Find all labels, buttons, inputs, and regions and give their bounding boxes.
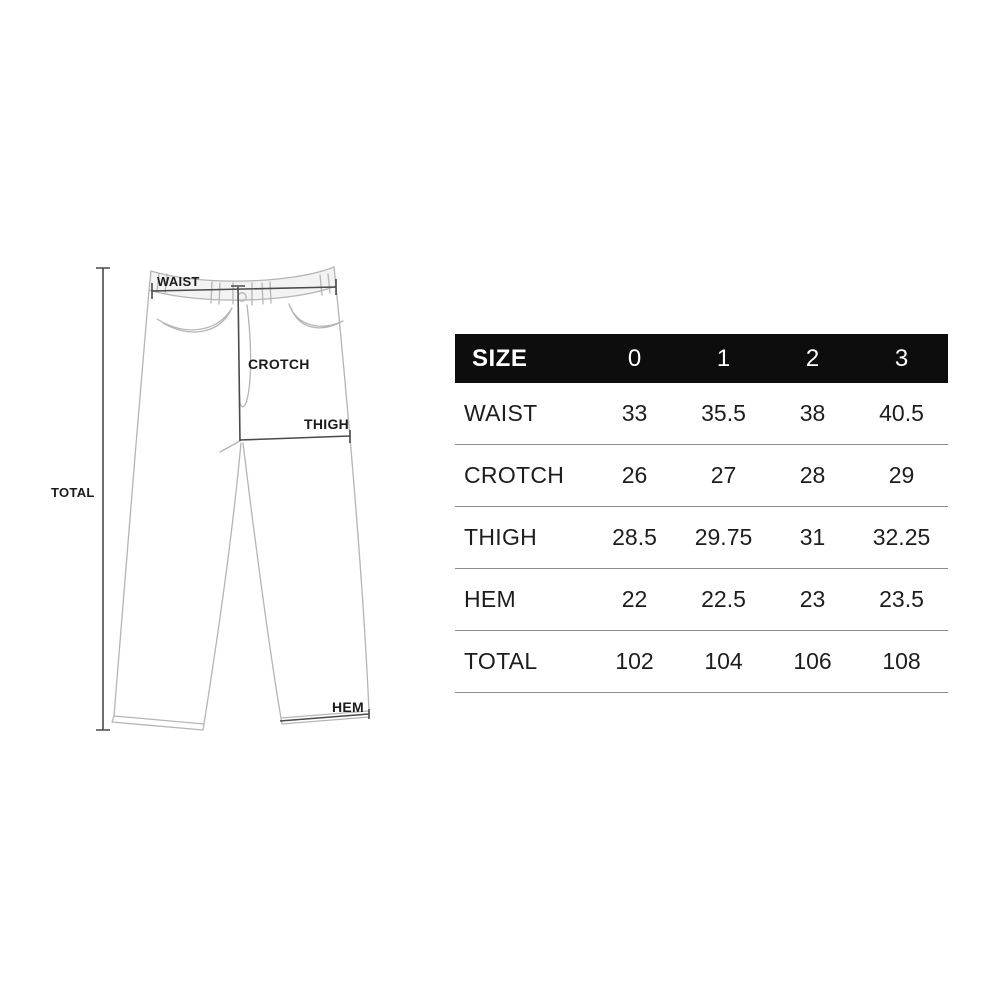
cell-value: 104 (704, 648, 743, 674)
cell-value: 108 (882, 648, 921, 674)
cell-value: 40.5 (879, 400, 924, 426)
cell-value: 35.5 (701, 400, 746, 426)
cell-value: 22.5 (701, 586, 746, 612)
cell-value: 23.5 (879, 586, 924, 612)
size-table-header: SIZE 0 1 2 3 (455, 334, 948, 383)
hem-measure-line (279, 709, 370, 722)
total-measure-line (96, 267, 110, 731)
row-label: WAIST (464, 400, 538, 426)
header-size-2: 2 (805, 344, 820, 372)
left-outer-seam (113, 289, 150, 717)
belt-loops (156, 272, 331, 305)
cell-value: 38 (799, 400, 826, 426)
table-row-thigh: THIGH 28.5 29.75 31 32.25 (455, 507, 948, 569)
waist-label: WAIST (157, 274, 200, 289)
cell-value: 23 (799, 586, 826, 612)
crotch-label: CROTCH (248, 356, 310, 372)
thigh-label: THIGH (304, 416, 349, 432)
total-label: TOTAL (51, 485, 95, 500)
cell-value: 28 (799, 462, 826, 488)
row-label: HEM (464, 586, 517, 612)
header-size-0: 0 (627, 344, 642, 372)
measurement-lines (96, 267, 370, 731)
row-label: TOTAL (464, 648, 538, 674)
hem-label: HEM (332, 699, 364, 715)
right-inseam (242, 442, 282, 719)
cell-value: 31 (799, 524, 826, 550)
pants-diagram: WAIST CROTCH THIGH HEM TOTAL (51, 266, 370, 731)
header-size-3: 3 (894, 344, 909, 372)
waist-measure-line (151, 279, 337, 299)
table-row-crotch: CROTCH 26 27 28 29 (455, 445, 948, 507)
cell-value: 28.5 (612, 524, 657, 550)
row-label: CROTCH (464, 462, 565, 488)
crotch-measure-line (231, 285, 245, 442)
cell-value: 26 (621, 462, 648, 488)
cell-value: 29.75 (694, 524, 753, 550)
row-label: THIGH (464, 524, 538, 550)
table-row-waist: WAIST 33 35.5 38 40.5 (455, 383, 948, 445)
table-row-total: TOTAL 102 104 106 108 (455, 631, 948, 693)
header-size-1: 1 (716, 344, 731, 372)
cell-value: 102 (615, 648, 654, 674)
left-inseam (203, 442, 242, 725)
cell-value: 27 (710, 462, 737, 488)
right-outer-seam (335, 285, 370, 712)
crotch-seam (219, 440, 241, 453)
header-size-label: SIZE (472, 344, 528, 372)
thigh-measure-line (239, 430, 351, 443)
table-row-hem: HEM 22 22.5 23 23.5 (455, 569, 948, 631)
cell-value: 29 (888, 462, 915, 488)
cell-value: 22 (621, 586, 648, 612)
size-table: SIZE 0 1 2 3 WAIST 33 35.5 38 40.5 CROTC… (455, 334, 948, 693)
cell-value: 33 (621, 400, 648, 426)
pants-outline (111, 266, 370, 731)
hems (111, 710, 370, 731)
front-pockets (156, 303, 344, 333)
fly-stitch (239, 304, 252, 408)
cell-value: 106 (793, 648, 832, 674)
cell-value: 32.25 (872, 524, 931, 550)
